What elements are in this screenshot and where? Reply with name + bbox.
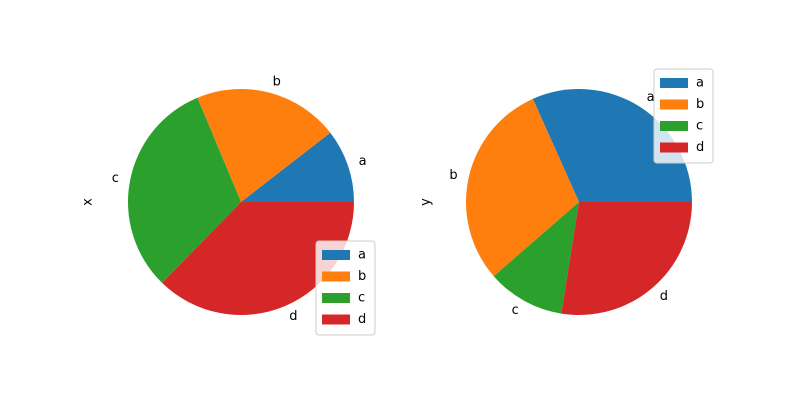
legend-label: b: [696, 97, 704, 112]
pie-slice: [465, 98, 579, 277]
legend-label: a: [696, 76, 704, 91]
legend-swatch: [322, 293, 350, 303]
legend-swatch: [660, 121, 688, 131]
legend-label: c: [696, 119, 703, 134]
legend-label: a: [358, 248, 366, 263]
y-axis-label: y: [419, 198, 434, 206]
legend-swatch: [322, 271, 350, 282]
slice-label: b: [449, 168, 457, 183]
legend-swatch: [660, 99, 688, 110]
slice-label: b: [273, 74, 281, 89]
slice-label: c: [512, 303, 519, 318]
y-axis-label: x: [81, 198, 96, 206]
legend-label: d: [696, 140, 704, 155]
legend-label: c: [358, 291, 365, 306]
slice-label: d: [660, 289, 668, 304]
pie-slice: [493, 202, 579, 314]
pie-slice: [532, 88, 692, 202]
legend-label: b: [358, 269, 366, 284]
legend-frame: [315, 240, 376, 336]
legend-frame: [653, 68, 714, 164]
pie-slice: [241, 132, 354, 202]
legend-swatch: [660, 78, 688, 88]
legend-label: d: [358, 312, 366, 327]
slice-label: a: [647, 90, 655, 105]
pie-slice: [162, 202, 354, 315]
slice-label: a: [359, 154, 367, 169]
pie-slice: [197, 88, 331, 202]
legend-swatch: [322, 250, 350, 260]
pie-slice: [128, 97, 241, 283]
legend-swatch: [660, 142, 688, 153]
legend-swatch: [322, 314, 350, 325]
slice-label: c: [112, 171, 119, 186]
pie-slice: [561, 202, 692, 315]
slice-label: d: [289, 309, 297, 324]
